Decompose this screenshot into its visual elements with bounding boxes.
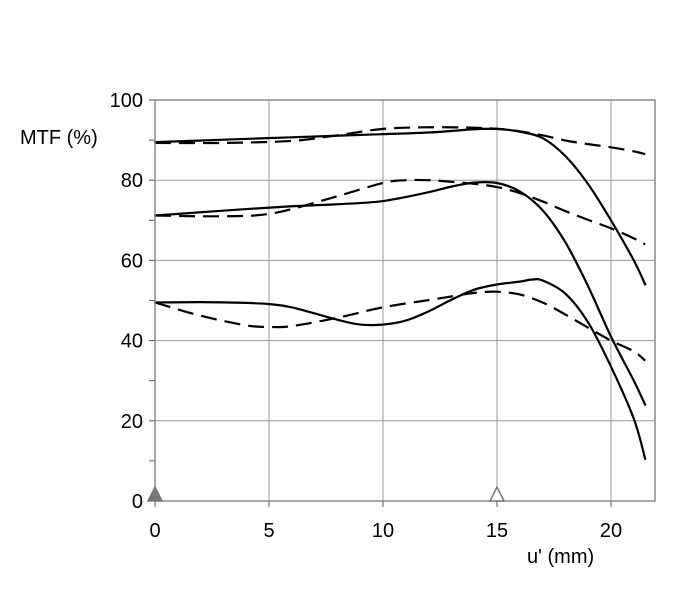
x-tick-label-0: 0 [149,520,160,542]
minor-ticks [149,99,612,507]
series-line-6-dashed [154,290,646,362]
y-tick-label-60: 60 [121,250,143,272]
x-axis-title: u' (mm) [527,546,594,568]
series-lines [153,126,647,460]
x-tick-label-15: 15 [486,520,508,542]
axis-markers [146,485,506,502]
x-tick-label-5: 5 [263,520,274,542]
tick-labels: 0 20 40 60 80 100 0 5 10 15 20 [110,90,623,542]
y-axis-title: MTF (%) [20,127,98,149]
hollow-triangle-marker-icon [488,485,506,502]
grid-lines [154,99,655,502]
x-tick-label-10: 10 [372,520,394,542]
series-line-2-dashed [154,126,646,156]
series-line-4-dashed [154,178,646,246]
series-line-5-solid [153,277,647,460]
y-tick-label-0: 0 [132,491,143,513]
series-line-3-solid [153,180,647,406]
series-line-1-solid [153,127,647,286]
plot-area-border [154,99,656,502]
y-tick-label-20: 20 [121,411,143,433]
y-tick-label-80: 80 [121,170,143,192]
y-tick-label-40: 40 [121,331,143,353]
filled-triangle-marker-icon [146,485,164,502]
y-tick-label-100: 100 [110,90,143,112]
x-tick-label-20: 20 [600,520,622,542]
